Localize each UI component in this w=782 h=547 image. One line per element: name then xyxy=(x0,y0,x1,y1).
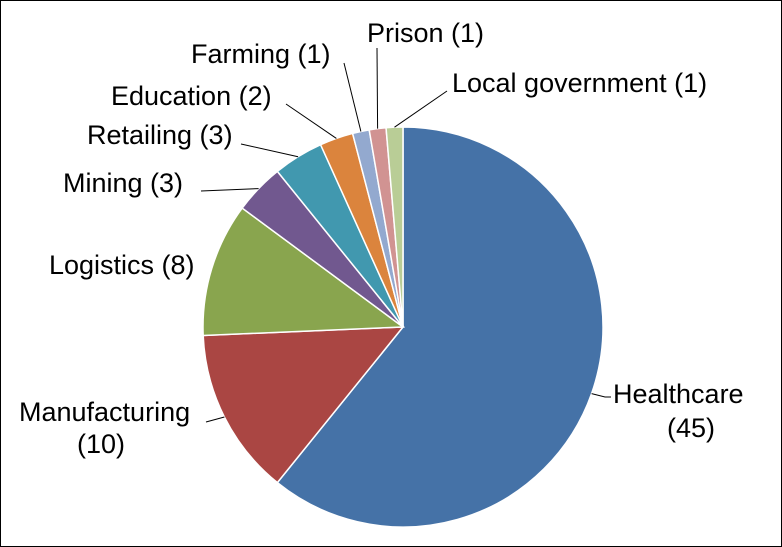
slice-label-farming: Farming (1) xyxy=(191,39,331,69)
slice-value-manufacturing: (10) xyxy=(77,429,125,459)
leader-line-farming xyxy=(343,62,362,132)
leader-line-mining xyxy=(200,188,259,192)
slice-label-manufacturing: Manufacturing xyxy=(19,397,190,427)
slice-label-logistics: Logistics (8) xyxy=(49,250,195,280)
leader-line-retailing xyxy=(240,143,299,158)
slice-label-mining: Mining (3) xyxy=(63,168,183,198)
slice-label-local-government: Local government (1) xyxy=(452,68,707,98)
leader-line-local-government xyxy=(394,90,448,128)
slice-label-retailing: Retailing (3) xyxy=(87,120,233,150)
pie-slice-manufacturing xyxy=(202,326,405,484)
leader-lines xyxy=(200,47,611,423)
leader-line-education xyxy=(285,103,337,139)
pie-slices xyxy=(202,126,604,528)
pie-slice-logistics xyxy=(202,207,406,337)
slice-label-education: Education (2) xyxy=(111,81,272,111)
slice-value-healthcare: (45) xyxy=(667,413,715,443)
pie-slice-healthcare xyxy=(276,126,604,528)
slice-label-healthcare: Healthcare xyxy=(613,379,744,409)
leader-line-prison xyxy=(376,47,379,129)
slice-label-prison: Prison (1) xyxy=(367,18,484,48)
leader-line-manufacturing xyxy=(205,416,225,423)
leader-line-healthcare xyxy=(591,393,611,398)
